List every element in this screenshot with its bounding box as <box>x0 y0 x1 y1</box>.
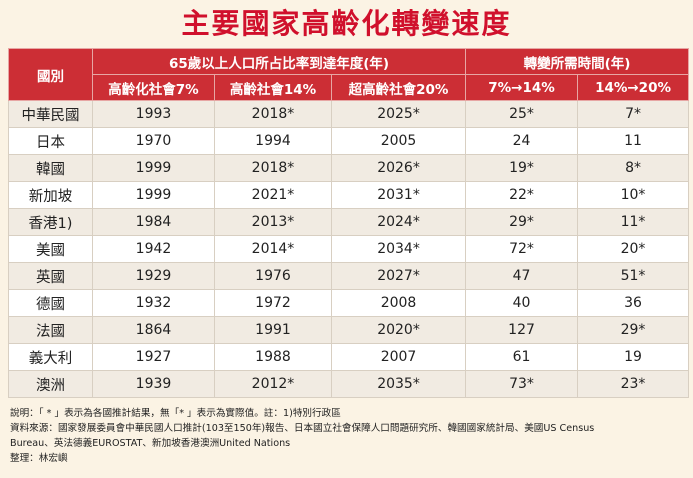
cell-dur-14-20: 51* <box>577 262 690 290</box>
cell-year-14: 2013* <box>214 208 332 236</box>
note-source: 資料來源：國家發展委員會中華民國人口推計(103至150年)報告、日本國立社會保… <box>10 423 595 434</box>
cell-year-7: 1929 <box>92 262 215 290</box>
cell-year-7: 1927 <box>92 343 215 371</box>
cell-dur-14-20: 11* <box>577 208 690 236</box>
table-body: 中華民國 1993 2018* 2025* 25* 7* 日本 1970 1994 2005 24 1… <box>8 100 690 398</box>
subheader-aged-14: 高齡社會14% <box>214 74 332 101</box>
cell-year-20: 2027* <box>330 262 467 290</box>
cell-country: 英國 <box>8 262 93 290</box>
cell-year-14: 2012* <box>214 370 332 398</box>
cell-dur-7-14: 47 <box>465 262 579 290</box>
cell-dur-7-14: 24 <box>465 127 579 155</box>
cell-year-7: 1970 <box>92 127 215 155</box>
cell-year-14: 1976 <box>214 262 332 290</box>
cell-year-7: 1939 <box>92 370 215 398</box>
cell-dur-14-20: 19 <box>577 343 690 371</box>
cell-dur-7-14: 73* <box>465 370 579 398</box>
cell-year-20: 2020* <box>330 316 467 344</box>
cell-country: 法國 <box>8 316 93 344</box>
cell-year-14: 2014* <box>214 235 332 263</box>
cell-year-14: 1994 <box>214 127 332 155</box>
cell-year-14: 1991 <box>214 316 332 344</box>
cell-country: 美國 <box>8 235 93 263</box>
cell-year-14: 2021* <box>214 181 332 209</box>
cell-year-7: 1932 <box>92 289 215 317</box>
table-row: 義大利 1927 1988 2007 61 19 <box>8 343 690 371</box>
table-row: 德國 1932 1972 2008 40 36 <box>8 289 690 317</box>
cell-country: 澳洲 <box>8 370 93 398</box>
table-row: 英國 1929 1976 2027* 47 51* <box>8 262 690 290</box>
cell-dur-7-14: 127 <box>465 316 579 344</box>
cell-country: 香港1) <box>8 208 93 236</box>
cell-year-7: 1999 <box>92 154 215 182</box>
subheader-superaged-20: 超高齡社會20% <box>330 74 467 101</box>
table-row: 美國 1942 2014* 2034* 72* 20* <box>8 235 690 263</box>
cell-dur-14-20: 29* <box>577 316 690 344</box>
cell-year-7: 1999 <box>92 181 215 209</box>
header-group-year: 65歲以上人口所占比率到達年度(年) <box>91 48 467 75</box>
header-group-duration: 轉變所需時間(年) <box>465 48 690 75</box>
cell-country: 韓國 <box>8 154 93 182</box>
cell-country: 日本 <box>8 127 93 155</box>
table-row: 中華民國 1993 2018* 2025* 25* 7* <box>8 100 690 128</box>
table-row: 法國 1864 1991 2020* 127 29* <box>8 316 690 344</box>
cell-dur-14-20: 20* <box>577 235 690 263</box>
cell-year-20: 2005 <box>330 127 467 155</box>
table-row: 香港1) 1984 2013* 2024* 29* 11* <box>8 208 690 236</box>
page-title: 主要國家高齡化轉變速度 <box>181 7 512 40</box>
cell-year-20: 2026* <box>330 154 467 182</box>
cell-year-7: 1942 <box>92 235 215 263</box>
aging-speed-table: 國別 65歲以上人口所占比率到達年度(年) 轉變所需時間(年) 高齡化社會7% … <box>8 48 690 398</box>
cell-dur-7-14: 72* <box>465 235 579 263</box>
table-row: 韓國 1999 2018* 2026* 19* 8* <box>8 154 690 182</box>
cell-country: 中華民國 <box>8 100 93 128</box>
table-row: 新加坡 1999 2021* 2031* 22* 10* <box>8 181 690 209</box>
cell-year-20: 2031* <box>330 181 467 209</box>
cell-dur-14-20: 36 <box>577 289 690 317</box>
cell-dur-14-20: 10* <box>577 181 690 209</box>
note-compiler: 整理：林宏嶼 <box>10 453 68 464</box>
cell-country: 德國 <box>8 289 93 317</box>
cell-year-20: 2035* <box>330 370 467 398</box>
cell-country: 義大利 <box>8 343 93 371</box>
cell-dur-7-14: 29* <box>465 208 579 236</box>
subheader-14-to-20: 14%→20% <box>577 74 690 101</box>
cell-year-14: 1988 <box>214 343 332 371</box>
header-country: 國別 <box>8 48 93 101</box>
note-source-cont: Bureau、英法德義EUROSTAT、新加坡香港澳洲United Nation… <box>10 438 291 449</box>
cell-dur-7-14: 22* <box>465 181 579 209</box>
cell-dur-7-14: 19* <box>465 154 579 182</box>
cell-year-20: 2007 <box>330 343 467 371</box>
cell-year-7: 1984 <box>92 208 215 236</box>
cell-year-14: 2018* <box>214 154 332 182</box>
cell-year-7: 1993 <box>92 100 215 128</box>
footnotes: 說明：「 * 」表示為各國推計結果，無「* 」表示為實際值。註：1)特別行政區 … <box>10 406 690 466</box>
cell-year-20: 2025* <box>330 100 467 128</box>
subheader-aging-7: 高齡化社會7% <box>92 74 215 101</box>
note-explanation: 說明：「 * 」表示為各國推計結果，無「* 」表示為實際值。註：1)特別行政區 <box>10 408 341 419</box>
cell-dur-7-14: 61 <box>465 343 579 371</box>
table-row: 日本 1970 1994 2005 24 11 <box>8 127 690 155</box>
cell-dur-14-20: 11 <box>577 127 690 155</box>
cell-country: 新加坡 <box>8 181 93 209</box>
subheader-7-to-14: 7%→14% <box>465 74 579 101</box>
cell-year-20: 2008 <box>330 289 467 317</box>
cell-year-20: 2034* <box>330 235 467 263</box>
table-row: 澳洲 1939 2012* 2035* 73* 23* <box>8 370 690 398</box>
cell-year-20: 2024* <box>330 208 467 236</box>
cell-year-14: 2018* <box>214 100 332 128</box>
cell-year-7: 1864 <box>92 316 215 344</box>
cell-dur-14-20: 8* <box>577 154 690 182</box>
cell-dur-7-14: 40 <box>465 289 579 317</box>
cell-dur-14-20: 23* <box>577 370 690 398</box>
cell-dur-14-20: 7* <box>577 100 690 128</box>
cell-dur-7-14: 25* <box>465 100 579 128</box>
cell-year-14: 1972 <box>214 289 332 317</box>
